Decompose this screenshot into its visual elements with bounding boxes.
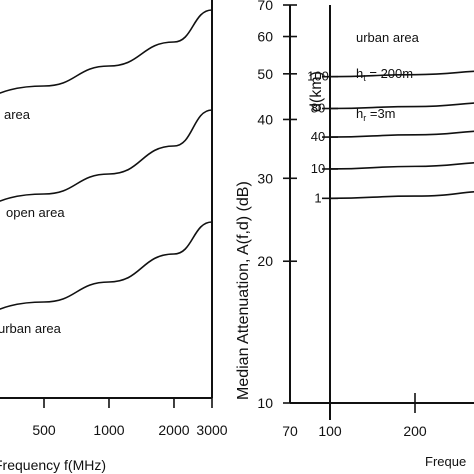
right-y-tick-label: 30 — [257, 170, 273, 186]
right-curve-d-1 — [329, 191, 474, 200]
right-x-tick-label: 100 — [318, 423, 342, 439]
right-y-tick-label: 50 — [257, 66, 273, 82]
d-tick-label: 1 — [314, 190, 321, 205]
left-x-tick-label: 500 — [32, 422, 56, 438]
d-axis-title: d(km) — [308, 71, 325, 112]
left-x-tick-label: 1000 — [93, 422, 124, 438]
right-y-tick-label: 70 — [257, 0, 273, 13]
annotation-area: urban area — [356, 30, 420, 45]
right-x-tick-label: 200 — [403, 423, 427, 439]
left-x-tick-label: 2000 — [158, 422, 189, 438]
right-y-tick-label: 10 — [257, 395, 273, 411]
right-curve-d-80 — [329, 102, 474, 110]
right-curve-d-10 — [329, 161, 474, 170]
right-y-axis-title: Median Attenuation, A(f,d) (dB) — [235, 181, 252, 400]
d-tick-label: 40 — [311, 129, 325, 144]
left-panel: 500 1000 2000 3000 Frequency f(MHz) area op… — [0, 0, 228, 473]
right-y-tick-label: 20 — [257, 253, 273, 269]
d-tick-label: 100 — [307, 69, 329, 84]
right-curve-d-100 — [329, 70, 474, 78]
right-curve-d-40 — [329, 130, 474, 138]
d-tick-label: 80 — [311, 101, 325, 116]
right-y-tick-label: 40 — [257, 111, 273, 127]
annotation-hr: hr =3m — [356, 106, 396, 123]
left-x-axis-title: Frequency f(MHz) — [0, 457, 106, 473]
d-tick-label: 10 — [311, 161, 325, 176]
left-curve-1 — [0, 109, 213, 202]
right-panel: Median Attenuation, A(f,d) (dB) 10 20 30 40… — [235, 0, 474, 469]
right-x-axis-title: Freque — [425, 454, 466, 469]
annotation-ht: ht = 200m — [356, 66, 413, 83]
right-y-tick-label: 60 — [257, 29, 273, 45]
left-x-tick-label: 3000 — [196, 422, 227, 438]
left-curve-2 — [0, 221, 213, 310]
curve-label-open-area: open area — [6, 205, 65, 220]
curve-label-urban-area: urban area — [0, 321, 62, 336]
right-x-tick-label: 70 — [282, 423, 298, 439]
left-curve-0 — [0, 9, 213, 94]
curve-label-area: area — [4, 107, 31, 122]
